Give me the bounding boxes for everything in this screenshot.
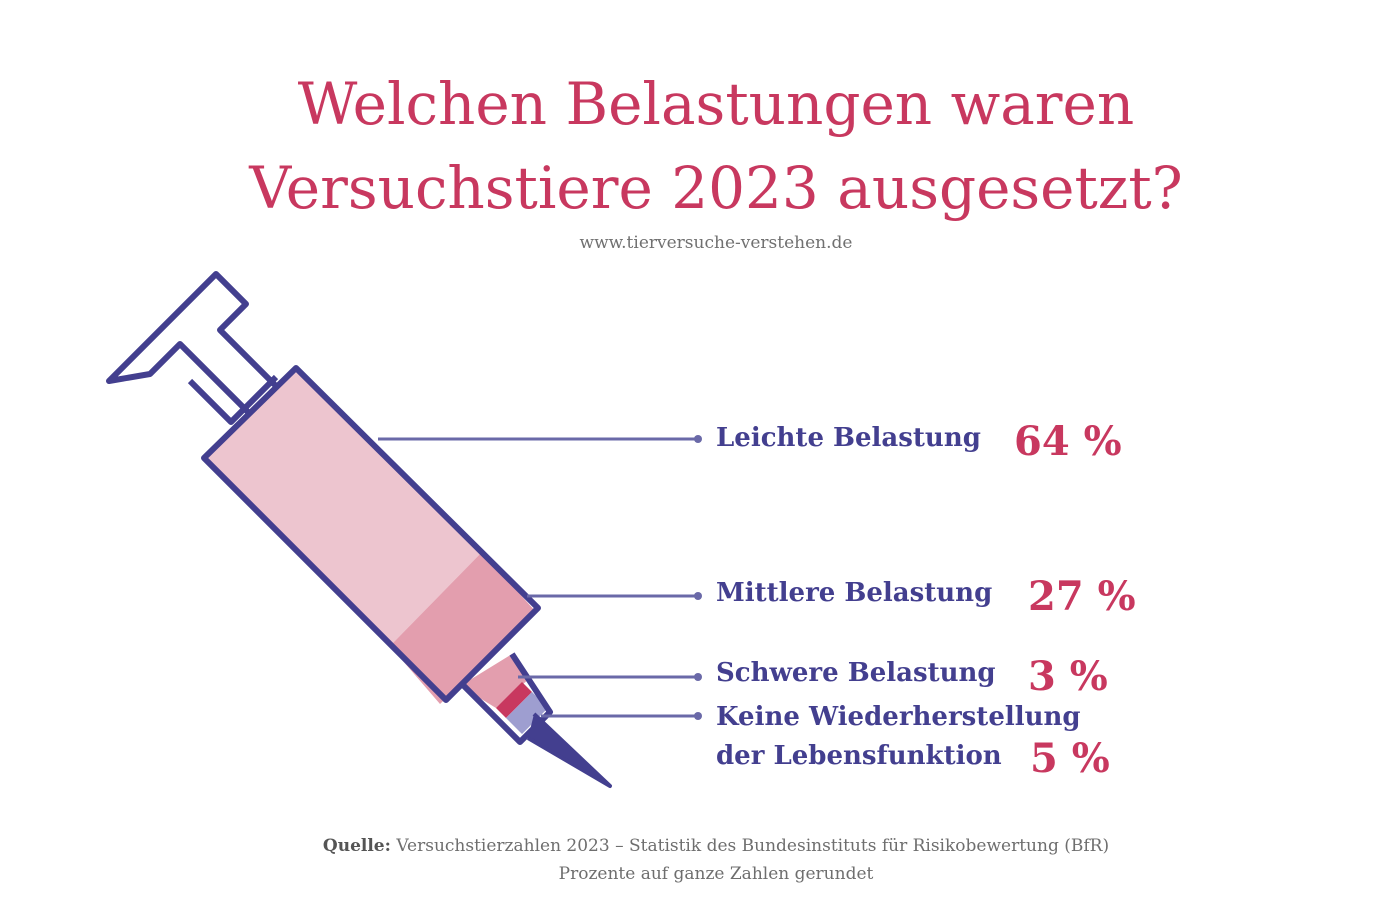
- source-note: Quelle: Versuchstierzahlen 2023 – Statis…: [0, 832, 1400, 888]
- title-line-2: Versuchstiere 2023 ausgesetzt?: [249, 154, 1183, 222]
- label-leichte-belastung: Leichte Belastung: [716, 423, 981, 453]
- leader-dot-schwer: [694, 673, 702, 681]
- plunger: [106, 271, 281, 418]
- barrel-outline: [201, 365, 541, 703]
- label-mittlere-belastung: Mittlere Belastung: [716, 578, 993, 608]
- source-text: Versuchstierzahlen 2023 – Statistik des …: [396, 836, 1110, 856]
- needle: [526, 712, 612, 788]
- syringe-body: [106, 271, 612, 788]
- label-keine-wiederherstellung-line-2: der Lebensfunktion: [716, 741, 1002, 771]
- value-keine-wiederherstellung: 5 %: [1030, 735, 1110, 782]
- segment-mittlere-belastung-tip: [460, 654, 530, 708]
- source-prefix: Quelle:: [322, 836, 391, 856]
- segment-schwere-belastung: [496, 682, 532, 718]
- label-keine-wiederherstellung-line-1: Keine Wiederherstellung: [716, 702, 1081, 732]
- value-leichte-belastung: 64 %: [1014, 418, 1122, 465]
- chart-title: Welchen Belastungen waren Versuchstiere …: [0, 62, 1400, 230]
- value-mittlere-belastung: 27 %: [1028, 573, 1136, 620]
- source-line: Quelle: Versuchstierzahlen 2023 – Statis…: [0, 832, 1400, 860]
- segment-leichte-belastung: [206, 368, 482, 646]
- website-url: www.tierversuche-verstehen.de: [579, 233, 853, 253]
- leader-dot-keine: [694, 712, 702, 720]
- label-schwere-belastung: Schwere Belastung: [716, 658, 996, 688]
- value-schwere-belastung: 3 %: [1028, 653, 1108, 700]
- rounding-note: Prozente auf ganze Zahlen gerundet: [558, 864, 874, 884]
- leader-dot-leicht: [694, 435, 702, 443]
- plunger-shaft: [187, 374, 279, 425]
- leader-lines: [378, 437, 698, 718]
- leader-dot-mittel: [694, 592, 702, 600]
- title-line-1: Welchen Belastungen waren: [297, 70, 1135, 138]
- segment-mittlere-belastung: [390, 552, 536, 704]
- segment-keine-wiederherstellung: [506, 692, 548, 734]
- tip-outline: [459, 652, 553, 745]
